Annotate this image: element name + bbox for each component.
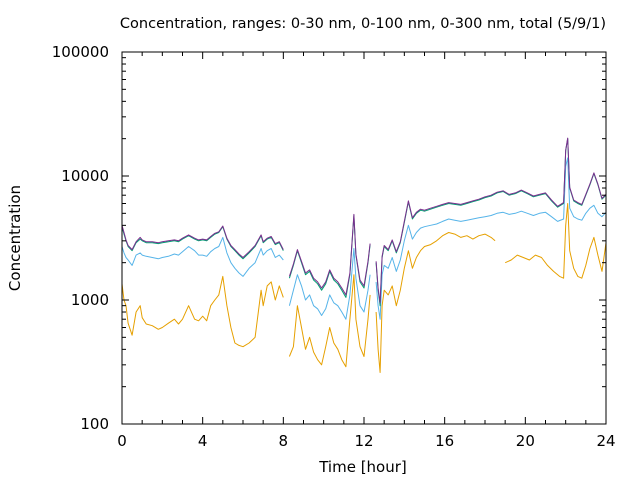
series-line [375,138,607,307]
series-line [121,236,284,277]
series-line [288,213,371,296]
x-tick-label: 20 [516,432,535,450]
series-line [375,137,607,304]
x-tick-label: 8 [279,432,289,450]
y-tick-label: 1000 [71,291,109,309]
y-tick-label: 100 [80,415,109,433]
x-tick-label: 4 [198,432,208,450]
y-axis-label: Concentration [6,185,24,291]
tick-layer: 0 4 8 12 16 20 24 100 1000 10000 100000 [52,43,616,450]
x-tick-label: 0 [117,432,127,450]
series-line [121,275,284,348]
plot-frame [121,51,607,425]
y-tick-label: 10000 [61,167,109,185]
x-tick-label: 12 [354,432,373,450]
x-tick-label: 24 [596,432,615,450]
series-line [504,203,607,279]
series-line [121,225,284,258]
y-tick-label: 100000 [52,43,109,61]
chart-title: Concentration, ranges: 0-30 nm, 0-100 nm… [120,16,606,32]
series-layer [121,137,607,373]
x-axis-label: Time [hour] [318,458,407,476]
series-line [375,157,607,320]
series-line [375,232,496,373]
series-line [288,248,371,320]
x-tick-label: 16 [435,432,454,450]
series-line [288,274,371,368]
